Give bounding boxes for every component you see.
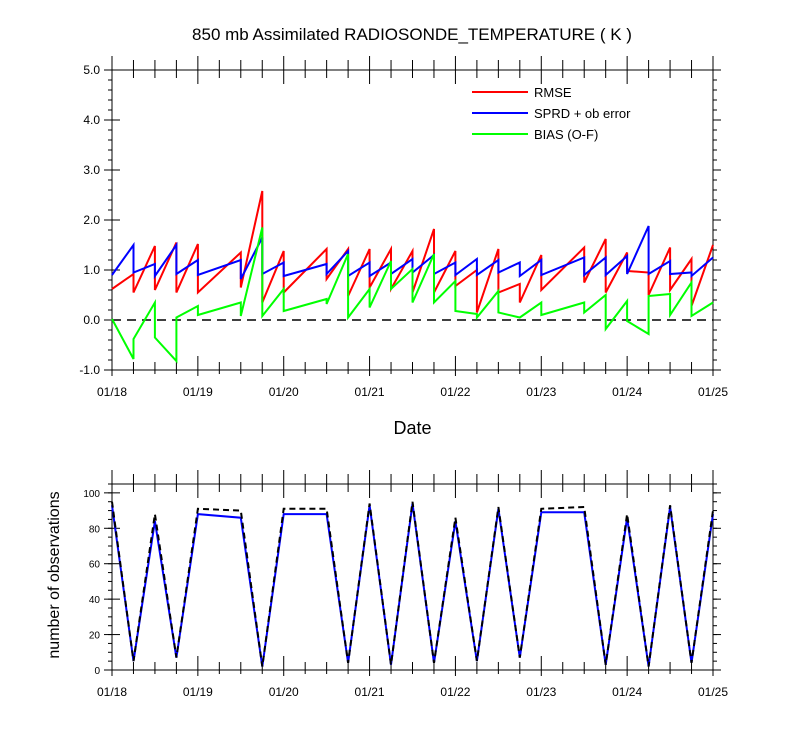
x-tick-label: 01/23: [526, 685, 556, 699]
series-sprd-ob-error: [111, 225, 714, 280]
x-tick-label: 01/18: [97, 385, 127, 399]
series-assimilated: [111, 503, 714, 667]
y-tick-label: 100: [83, 489, 100, 500]
x-tick-label: 01/21: [355, 685, 385, 699]
top-panel: -1.00.01.02.03.04.05.0 01/18 01/19 01/20 01…: [79, 56, 728, 438]
y-tick-label: 80: [89, 524, 101, 535]
y-tick-label: 4.0: [83, 113, 100, 127]
y-tick-label: 3.0: [83, 163, 100, 177]
x-tick-label: 01/24: [612, 385, 642, 399]
legend: RMSE SPRD + ob error BIAS (O-F): [472, 85, 631, 142]
y-tick-label: 0.0: [83, 313, 100, 327]
legend-label-rmse: RMSE: [534, 85, 572, 100]
x-tick-label: 01/18: [97, 685, 127, 699]
top-series: [111, 190, 714, 364]
y-tick-label: 2.0: [83, 213, 100, 227]
x-tick-label: 01/19: [183, 385, 213, 399]
x-tick-label: 01/21: [355, 385, 385, 399]
bottom-series: [111, 501, 714, 667]
y-tick-label: 0: [94, 666, 100, 677]
bottom-y-tick-labels: 0 20 40 60 80 100: [83, 489, 100, 677]
y-tick-label: 60: [89, 560, 101, 571]
top-y-tick-labels: -1.0 0.0 1.0 2.0 3.0 4.0 5.0: [79, 63, 100, 377]
legend-label-sprd-ob-error: SPRD + ob error: [534, 106, 631, 121]
x-tick-label: 01/24: [612, 685, 642, 699]
legend-label-bias-o-f: BIAS (O-F): [534, 127, 598, 142]
bottom-axis-ticks: [104, 470, 721, 676]
y-tick-label: 20: [89, 631, 101, 642]
top-axis-ticks: [104, 56, 721, 376]
x-tick-label: 01/20: [269, 685, 299, 699]
chart-title: 850 mb Assimilated RADIOSONDE_TEMPERATUR…: [192, 25, 632, 44]
x-tick-label: 01/25: [698, 385, 728, 399]
y-tick-label: 1.0: [83, 263, 100, 277]
y-axis-label: number of observations: [46, 491, 63, 658]
x-tick-label: 01/22: [440, 685, 470, 699]
x-tick-label: 01/23: [526, 385, 556, 399]
y-tick-label: 40: [89, 595, 101, 606]
y-tick-label: -1.0: [79, 363, 100, 377]
series-bias-o-f: [111, 227, 714, 364]
x-tick-label: 01/25: [698, 685, 728, 699]
bottom-x-tick-labels: 01/18 01/19 01/20 01/21 01/22 01/23 01/24 01/25: [97, 685, 728, 699]
bottom-plot-frame: [111, 483, 714, 671]
x-axis-label: Date: [393, 418, 431, 438]
y-tick-label: 5.0: [83, 63, 100, 77]
top-x-tick-labels: 01/18 01/19 01/20 01/21 01/22 01/23 01/24 01/25: [97, 385, 728, 399]
x-tick-label: 01/19: [183, 685, 213, 699]
x-tick-label: 01/20: [269, 385, 299, 399]
x-tick-label: 01/22: [440, 385, 470, 399]
series-total: [111, 501, 714, 667]
